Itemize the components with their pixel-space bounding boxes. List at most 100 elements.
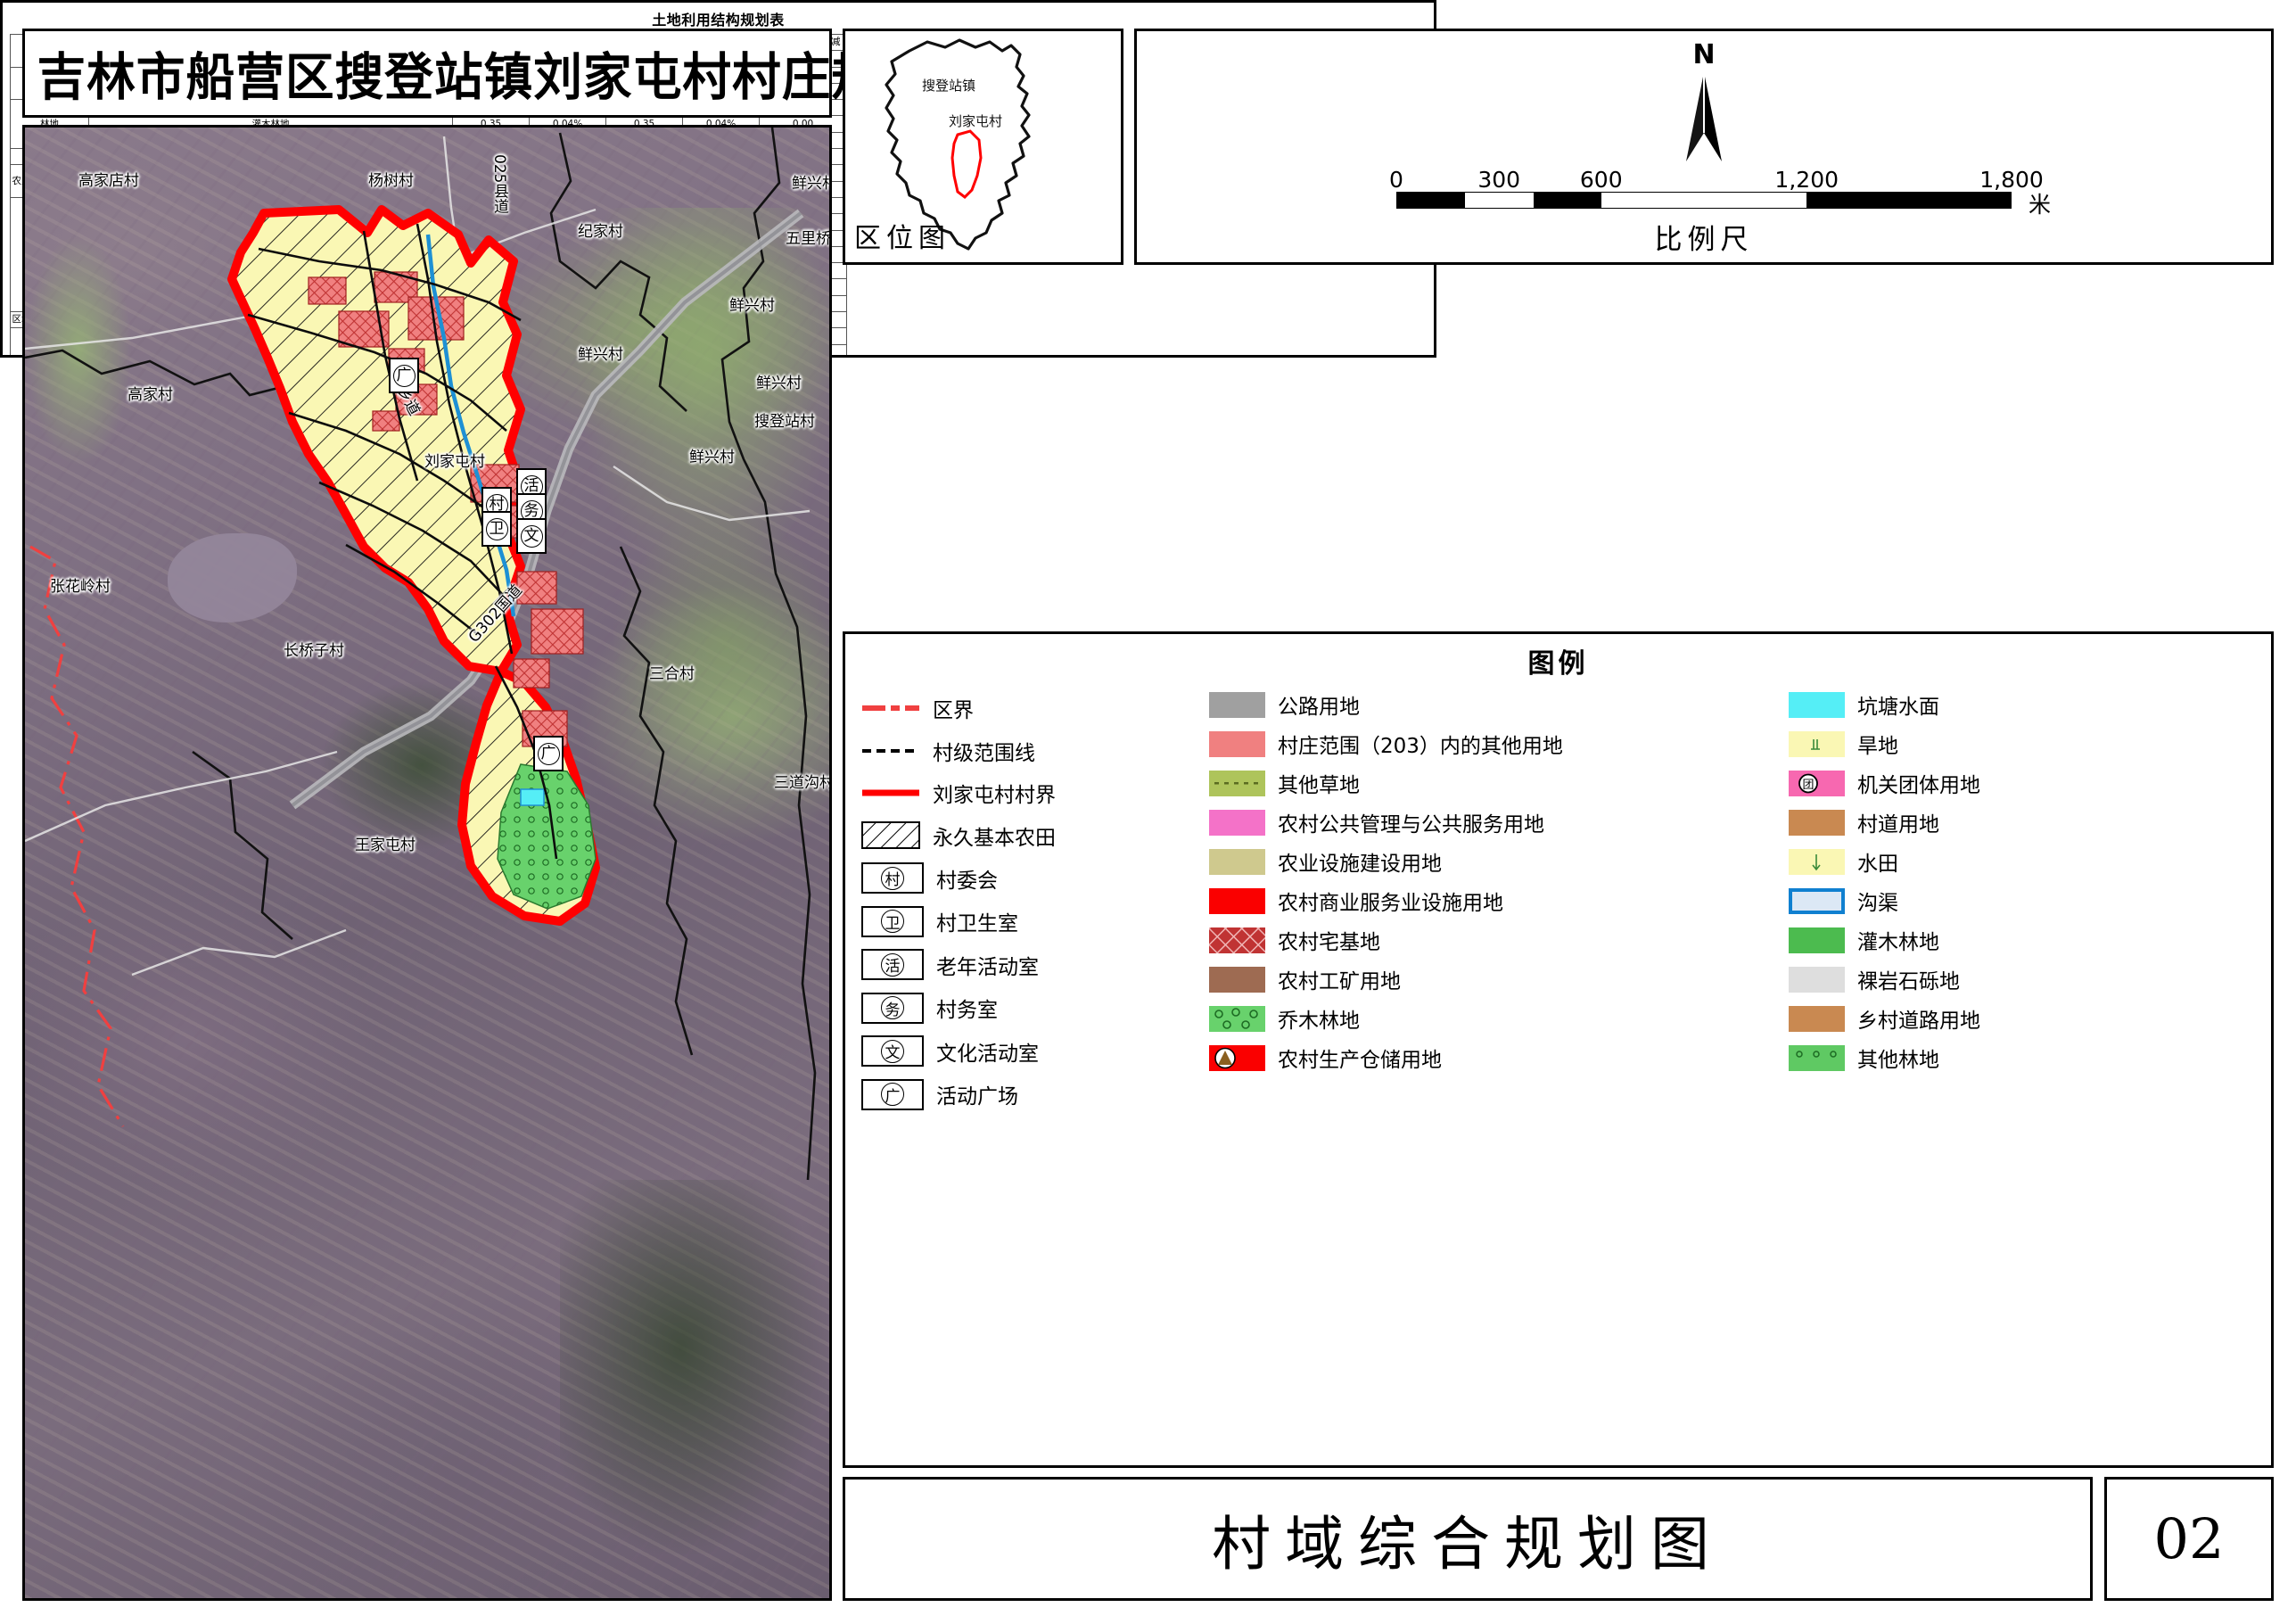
sheet-title-block: 村域综合规划图: [843, 1477, 2093, 1601]
map-place-label: 高家店村: [78, 172, 139, 190]
legend-item-label: 其他草地: [1278, 774, 1360, 797]
legend-column-symbols: 区界 村级范围线 刘家屯村村界 永久基本农田村村委会卫村卫生室活老年活动室务村务室文文…: [861, 686, 1209, 1110]
legend-column-landuse-b: 坑塘水面 旱地团 机关团体用地 村道用地 水田 沟渠 灌木林地 裸岩石砾地 乡村道路用地 其他林地: [1789, 686, 2252, 1110]
map-place-label: 张花岭村: [50, 578, 111, 596]
district-boundary-line-icon: [861, 704, 920, 713]
north-arrow-icon: [1686, 72, 1722, 161]
village-roads: [247, 223, 558, 860]
legend-item: 农村工矿用地: [1209, 964, 1789, 994]
ditch-swatch-icon: [1789, 887, 1845, 914]
legend-item: 农业设施建设用地: [1209, 846, 1789, 877]
legend-column-landuse-a: 公路用地村庄范围（203）内的其他用地 其他草地农村公共管理与公共服务用地农业设施…: [1209, 686, 1789, 1110]
map-place-label: 高家村: [128, 386, 173, 404]
legend-item-label: 农村商业服务业设施用地: [1278, 892, 1503, 915]
legend-item-label: 老年活动室: [936, 955, 1039, 979]
svg-text:团: 团: [1802, 779, 1814, 792]
landuse-swatch: [1789, 1005, 1845, 1032]
facility-务-icon: 务: [861, 992, 924, 1024]
landuse-swatch: [1789, 809, 1845, 836]
dry-field-swatch-icon: [1789, 730, 1845, 757]
scale-tick: 300: [1477, 167, 1521, 193]
locator-town-label: 搜登站镇: [922, 78, 975, 94]
scale-tick-labels: 0 300 600 1,200 1,800: [1389, 167, 2044, 193]
legend-item: 村级范围线: [861, 736, 1209, 766]
locator-map-panel: 搜登站镇 刘家屯村 区位图: [843, 29, 1123, 265]
legend-panel: 图例 区界 村级范围线 刘家屯村村界 永久基本农田村村委会卫村卫生室活老年活动室务村务…: [843, 631, 2274, 1468]
map-facility-广-icon[interactable]: 广: [389, 358, 419, 393]
north-scale-panel: N 0 300 600 1,200 1,800 米 比例尺: [1134, 29, 2274, 265]
legend-item-label: 沟渠: [1857, 892, 1898, 915]
legend-item-label: 村务室: [936, 999, 998, 1022]
legend-item-label: 灌木林地: [1857, 931, 1939, 954]
green-field-patch: [25, 235, 132, 466]
scale-bar-icon: [1396, 192, 2012, 209]
sheet-number-block: 02: [2104, 1477, 2274, 1601]
legend-item: 沟渠: [1789, 886, 2252, 916]
north-label: N: [1692, 39, 1716, 70]
district-boundary: [29, 545, 125, 1127]
homestead-swatch-icon: [1209, 927, 1265, 953]
scale-unit-label: 米: [2028, 192, 2051, 218]
legend-item-label: 公路用地: [1278, 696, 1360, 719]
map-facility-卫-icon[interactable]: 卫: [481, 511, 512, 547]
legend-item-label: 水田: [1857, 853, 1898, 876]
legend-item: 广活动广场: [861, 1078, 1209, 1110]
pond-water: [520, 788, 545, 806]
institutional-swatch-icon: 团: [1789, 770, 1845, 796]
map-place-label: 鲜兴村: [689, 449, 735, 466]
map-facility-文-icon[interactable]: 文: [516, 518, 547, 554]
map-place-label: 三道沟村: [774, 774, 832, 792]
other-grass-swatch-icon: [1209, 770, 1265, 796]
scale-bar-group: 0 300 600 1,200 1,800 米: [1389, 167, 2051, 218]
legend-item: 村道用地: [1789, 807, 2252, 837]
legend-item: 坑塘水面: [1789, 689, 2252, 720]
legend-item-label: 永久基本农田: [933, 826, 1056, 850]
legend-item-label: 村委会: [936, 869, 998, 893]
legend-item: 其他林地: [1789, 1043, 2252, 1073]
legend-item: 农村商业服务业设施用地: [1209, 886, 1789, 916]
scale-tick: 1,800: [1979, 167, 2044, 193]
map-facility-广-icon[interactable]: 广: [533, 736, 564, 771]
map-place-label: 刘家屯村: [424, 453, 485, 471]
legend-item: 其他草地: [1209, 768, 1789, 798]
legend-item: 裸岩石砾地: [1789, 964, 2252, 994]
legend-item: 团 机关团体用地: [1789, 768, 2252, 798]
legend-item-label: 其他林地: [1857, 1049, 1939, 1072]
landuse-swatch: [1209, 887, 1265, 914]
storage-swatch-icon: [1209, 1044, 1265, 1071]
scale-tick: 1,200: [1774, 167, 1839, 193]
map-place-label: 杨树村: [368, 172, 414, 190]
facility-广-icon: 广: [861, 1078, 924, 1110]
north-arrow-group: N: [1673, 42, 1735, 171]
legend-item: 公路用地: [1209, 689, 1789, 720]
legend-item: 活老年活动室: [861, 949, 1209, 980]
legend-item: 村村委会: [861, 862, 1209, 894]
landuse-swatch: [1789, 927, 1845, 953]
other-forest-swatch-icon: [1789, 1044, 1845, 1071]
legend-item-label: 村道用地: [1857, 813, 1939, 837]
map-road-label: 025县道: [490, 154, 508, 214]
scale-tick: 0: [1389, 167, 1403, 193]
legend-item-label: 村庄范围（203）内的其他用地: [1278, 735, 1563, 758]
legend-item-label: 农村工矿用地: [1278, 970, 1401, 993]
map-place-label: 五里桥村: [786, 230, 831, 248]
facility-文-icon: 文: [861, 1035, 924, 1067]
legend-item: 农村宅基地: [1209, 925, 1789, 955]
legend-item: 文文化活动室: [861, 1035, 1209, 1067]
map-place-label: 鲜兴村: [729, 297, 775, 315]
reservoir-patch: [168, 533, 297, 622]
map-place-label: 鲜兴村: [578, 346, 623, 364]
legend-item-label: 区界: [933, 699, 974, 722]
canal-water: [425, 234, 516, 617]
legend-item-label: 农村公共管理与公共服务用地: [1278, 813, 1544, 837]
basic-farmland-hatch-icon: [861, 821, 920, 849]
main-map[interactable]: 高家店村杨树村鲜兴村纪家村五里桥村鲜兴村鲜兴村鲜兴村鲜兴村搜登站村高家村刘家屯村…: [22, 125, 832, 1601]
map-canvas: 高家店村杨树村鲜兴村纪家村五里桥村鲜兴村鲜兴村鲜兴村鲜兴村搜登站村高家村刘家屯村…: [25, 128, 829, 1598]
facility-活-icon: 活: [861, 949, 924, 980]
village-range-line-icon: [861, 746, 920, 755]
legend-item-label: 乔木林地: [1278, 1010, 1360, 1033]
legend-title: 图例: [1527, 648, 1589, 680]
paddy-field-swatch-icon: [1789, 848, 1845, 875]
legend-item-label: 村级范围线: [933, 741, 1035, 765]
landuse-swatch: [1209, 809, 1265, 836]
